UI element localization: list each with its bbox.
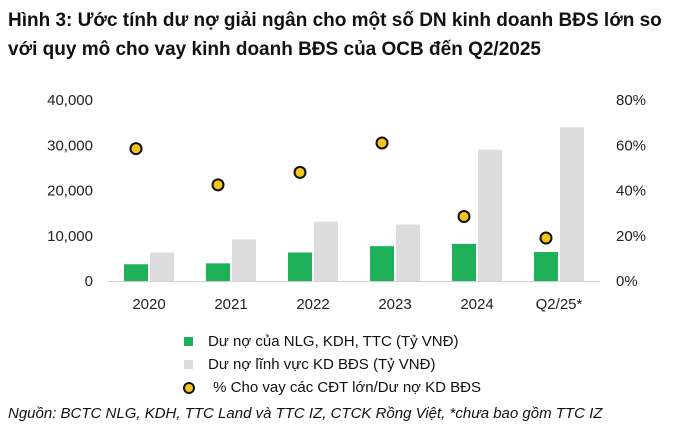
bar-series2 [314, 221, 338, 281]
bar-series2 [232, 239, 256, 281]
y-left-tick-label: 40,000 [47, 92, 93, 109]
point-series3 [375, 136, 389, 150]
y-left-tick-label: 10,000 [47, 228, 93, 245]
x-tick-label: 2021 [214, 296, 247, 313]
legend-label-series3: % Cho vay các CĐT lớn/Dư nợ KD BĐS [209, 379, 482, 396]
y-left-tick-label: 20,000 [47, 183, 93, 200]
point-series3 [457, 210, 471, 224]
point-series3 [211, 178, 225, 192]
bar-series1 [124, 264, 148, 281]
y-right-tick-label: 80% [616, 92, 646, 109]
bar-series2 [560, 127, 584, 282]
bar-series1 [452, 243, 476, 281]
y-right-tick-label: 20% [616, 228, 646, 245]
chart: 0 10,000 20,000 30,000 40,000 0% 20% 40% 60% 80% 2… [47, 92, 646, 313]
y-right-tick-label: 0% [616, 273, 638, 290]
y-right-tick-label: 40% [616, 183, 646, 200]
bar-series1 [288, 252, 312, 281]
bar-series1 [206, 263, 230, 281]
legend-item-series3: % Cho vay các CĐT lớn/Dư nợ KD BĐS [182, 376, 481, 399]
bar-series2 [396, 224, 420, 281]
chart-title: Hình 3: Ước tính dư nợ giải ngân cho một… [8, 10, 662, 60]
y-left-tick-label: 30,000 [47, 137, 93, 154]
legend-swatch-green [184, 337, 193, 346]
point-series3 [539, 231, 553, 245]
bar-series1 [370, 246, 394, 281]
x-tick-label: 2022 [296, 296, 329, 313]
x-tick-label: 2020 [132, 296, 165, 313]
y-left-tick-label: 0 [85, 273, 93, 290]
y-right-tick-label: 60% [616, 137, 646, 154]
legend-swatch-gray [184, 360, 193, 369]
legend-label-series2: Dư nợ lĩnh vực KD BĐS (Tỷ VNĐ) [208, 356, 436, 373]
x-tick-label: Q2/25* [536, 296, 583, 313]
point-series3 [293, 165, 307, 179]
source-note: Nguồn: BCTC NLG, KDH, TTC Land và TTC IZ… [8, 405, 603, 422]
legend-item-series2: Dư nợ lĩnh vực KD BĐS (Tỷ VNĐ) [182, 353, 481, 376]
legend-label-series1: Dư nợ của NLG, KDH, TTC (Tỷ VNĐ) [208, 333, 459, 350]
legend-item-series1: Dư nợ của NLG, KDH, TTC (Tỷ VNĐ) [182, 330, 481, 353]
legend-swatch-dot [183, 381, 195, 394]
point-series3 [129, 142, 143, 156]
bar-series2 [150, 252, 174, 281]
bar-series1 [534, 252, 558, 281]
x-tick-label: 2023 [378, 296, 411, 313]
bar-series2 [478, 149, 502, 281]
chart-legend: Dư nợ của NLG, KDH, TTC (Tỷ VNĐ) Dư nợ l… [182, 330, 481, 399]
x-tick-label: 2024 [460, 296, 493, 313]
